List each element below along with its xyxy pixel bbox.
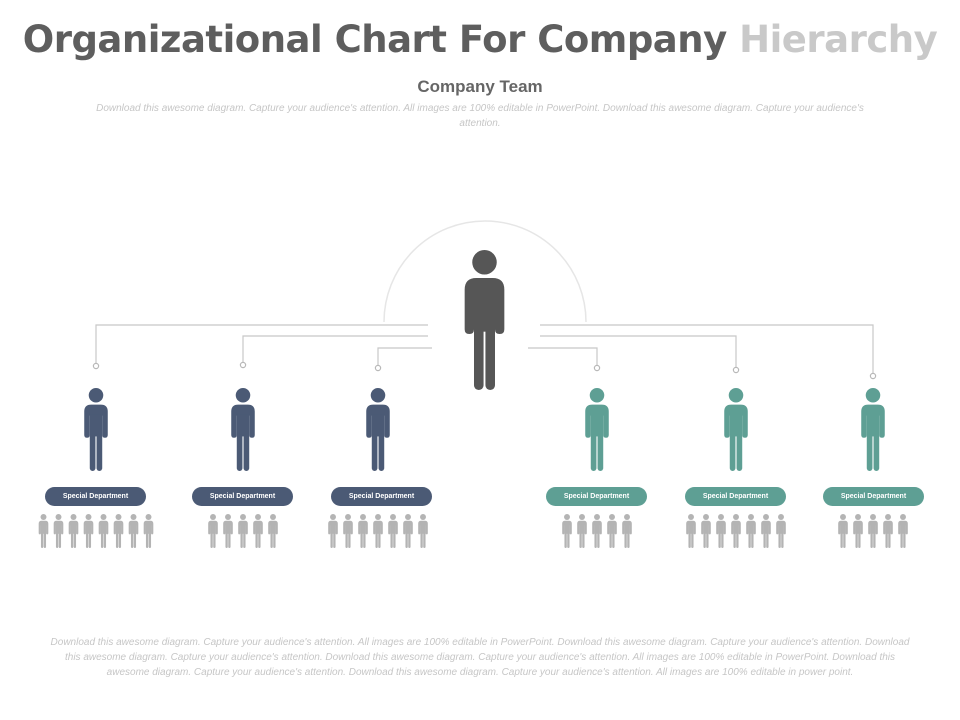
team-member-icon (113, 514, 124, 548)
title-main: Organizational Chart For Company (22, 18, 727, 61)
description-top: Download this awesome diagram. Capture y… (96, 103, 864, 129)
department-head-icon (861, 388, 885, 471)
connector-line (242, 335, 428, 362)
description-bottom: Download this awesome diagram. Capture y… (50, 637, 910, 678)
department-head-icon (366, 388, 390, 471)
team-member-icon (83, 514, 94, 548)
team-member-icon (898, 514, 908, 548)
team-member-icon (607, 514, 617, 548)
connector-line (540, 324, 874, 373)
team-member-icon (853, 514, 863, 548)
team-member-icon (716, 514, 726, 548)
department-label-6: Special Department (823, 487, 924, 506)
department-label-1: Special Department (45, 487, 146, 506)
department-head-icon (84, 388, 108, 471)
team-member-icon (128, 514, 139, 548)
team-member-icon (418, 514, 428, 548)
team-member-icon (883, 514, 893, 548)
department-label-4: Special Department (546, 487, 647, 506)
connector-line (540, 335, 737, 367)
connector-node (92, 362, 100, 370)
team-member-icon (143, 514, 154, 548)
connector-node (732, 366, 740, 374)
connector-line (95, 324, 428, 363)
team-member-icon (562, 514, 572, 548)
title-highlight: Hierarchy (739, 18, 938, 61)
department-heads (84, 388, 885, 471)
department-head-icon (231, 388, 255, 471)
team-member-icon (238, 514, 248, 548)
team-member-icon (686, 514, 696, 548)
team-member-icon (328, 514, 338, 548)
department-head-icon (585, 388, 609, 471)
connector-node (374, 364, 382, 372)
team-member-icon (223, 514, 233, 548)
team-member-icon (868, 514, 878, 548)
team-member-icon (761, 514, 771, 548)
department-label-3: Special Department (331, 487, 432, 506)
team-member-icon (68, 514, 79, 548)
leader-person-icon (464, 250, 505, 390)
section-subtitle: Company Team (417, 77, 543, 96)
team-member-icon (577, 514, 587, 548)
page-title: Organizational Chart For Company Hierarc… (0, 18, 960, 61)
connector-node (239, 361, 247, 369)
team-member-icon (373, 514, 383, 548)
team-member-icon (38, 514, 49, 548)
team-member-icon (701, 514, 711, 548)
connector-line (377, 347, 432, 365)
team-member-icon (358, 514, 368, 548)
leader-arc (383, 220, 587, 323)
team-member-icon (388, 514, 398, 548)
team-member-icon (776, 514, 786, 548)
department-label-2: Special Department (192, 487, 293, 506)
team-members (38, 514, 908, 548)
team-member-icon (53, 514, 64, 548)
connector-line (528, 347, 598, 365)
team-member-icon (343, 514, 353, 548)
leader-figure (464, 250, 505, 390)
team-member-icon (98, 514, 109, 548)
connector-node (869, 372, 877, 380)
department-label-5: Special Department (685, 487, 786, 506)
team-member-icon (253, 514, 263, 548)
connector-node (593, 364, 601, 372)
connector-lines (92, 220, 877, 380)
team-member-icon (592, 514, 602, 548)
team-member-icon (746, 514, 756, 548)
team-member-icon (208, 514, 218, 548)
team-member-icon (403, 514, 413, 548)
team-member-icon (622, 514, 632, 548)
team-member-icon (268, 514, 278, 548)
department-head-icon (724, 388, 748, 471)
team-member-icon (838, 514, 848, 548)
team-member-icon (731, 514, 741, 548)
